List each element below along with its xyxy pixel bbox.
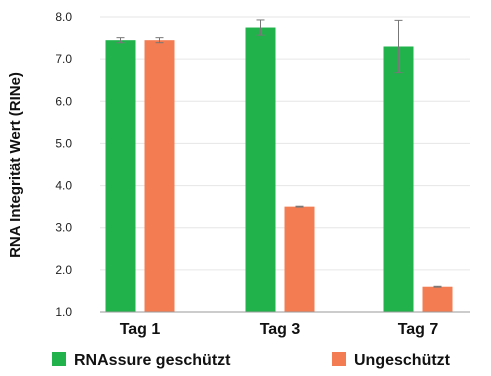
y-tick-label: 1.0	[55, 305, 72, 319]
bar-ungeschuetzt-2	[285, 207, 315, 312]
bar-rnassure-3	[384, 47, 414, 313]
y-tick-label: 7.0	[55, 52, 72, 66]
bar-ungeschuetzt-3	[423, 287, 453, 312]
legend-swatch-rnassure	[52, 352, 66, 366]
x-tick-label: Tag 1	[120, 321, 161, 338]
y-tick-label: 8.0	[55, 10, 72, 24]
y-tick-label: 4.0	[55, 179, 72, 193]
x-tick-label: Tag 3	[260, 321, 301, 338]
bars	[106, 28, 453, 312]
legend-swatch-ungeschuetzt	[332, 352, 346, 366]
legend-label-rnassure: RNAssure geschützt	[74, 352, 231, 369]
y-tick-label: 3.0	[55, 221, 72, 235]
y-tick-label: 6.0	[55, 94, 72, 108]
bar-rnassure-2	[246, 28, 276, 312]
y-tick-label: 5.0	[55, 136, 72, 150]
legend-label-ungeschuetzt: Ungeschützt	[354, 352, 451, 369]
x-axis-ticks: Tag 1 Tag 3 Tag 7	[120, 321, 439, 338]
y-axis-title: RNA Integrität Wert (RINe)	[7, 72, 24, 258]
bar-rnassure-1	[106, 40, 136, 312]
y-axis-ticks: 1.0 2.0 3.0 4.0 5.0 6.0 7.0 8.0	[55, 10, 72, 319]
bar-ungeschuetzt-1	[145, 40, 175, 312]
y-tick-label: 2.0	[55, 263, 72, 277]
legend: RNAssure geschützt Ungeschützt	[52, 352, 451, 369]
x-tick-label: Tag 7	[398, 321, 439, 338]
